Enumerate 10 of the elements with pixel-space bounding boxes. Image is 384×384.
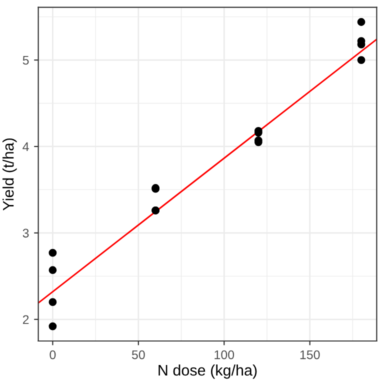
x-tick-label: 100 [214, 350, 234, 360]
y-tick-label: 5 [22, 56, 29, 65]
y-tick-label: 4 [22, 142, 29, 152]
x-axis-title: N dose (kg/ha) [158, 364, 257, 379]
x-tick-label: 0 [50, 350, 56, 360]
y-axis-title: Yield (t/ha) [2, 138, 17, 210]
y-tick-label: 2 [22, 315, 29, 324]
y-tick-label: 3 [22, 228, 29, 238]
x-tick-label: 50 [132, 350, 145, 360]
x-tick-label: 150 [300, 350, 320, 360]
